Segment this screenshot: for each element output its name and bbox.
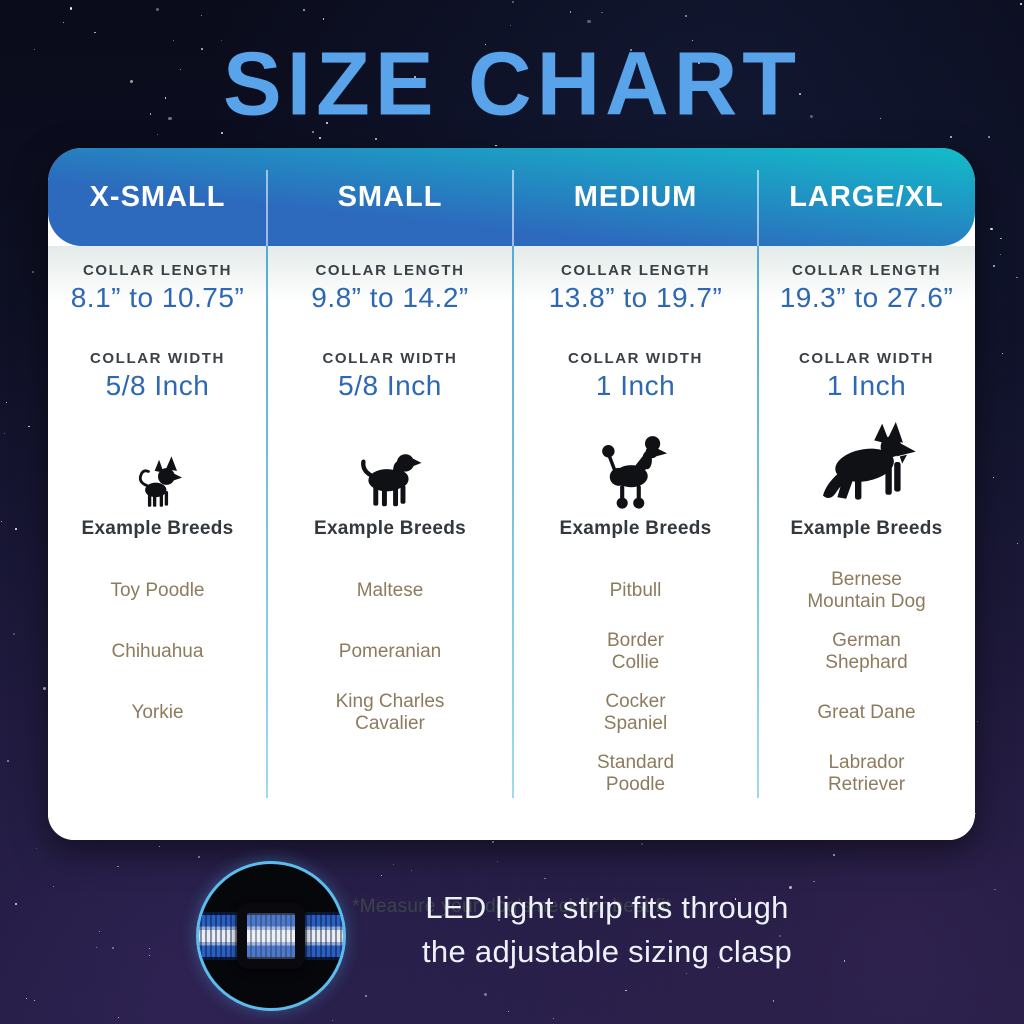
breed-list: Pitbull Border Collie Cocker Spaniel Sta…	[513, 560, 758, 804]
collar-width-value: 1 Inch	[826, 370, 907, 401]
header-divider	[512, 170, 514, 246]
collar-length-value: 9.8” to 14.2”	[311, 282, 469, 313]
breed-item: Maltese	[356, 579, 424, 601]
example-breeds-label: Example Breeds	[559, 518, 712, 539]
chihuahua-icon	[48, 408, 267, 510]
led-caption-line1: LED light strip fits through	[425, 890, 789, 925]
collar-strap-led	[199, 912, 343, 960]
breed-list: Maltese Pomeranian King Charles Cavalier	[267, 560, 513, 743]
breed-item: Chihuahua	[111, 640, 204, 662]
breed-list: Toy Poodle Chihuahua Yorkie	[48, 560, 267, 743]
collar-width-value: 1 Inch	[595, 370, 676, 401]
collar-width-label: COLLAR WIDTH	[567, 350, 703, 367]
header-divider	[266, 170, 268, 246]
cavalier-spaniel-icon	[267, 408, 513, 510]
collar-length-label: COLLAR LENGTH	[82, 262, 233, 279]
column-divider	[266, 246, 268, 798]
size-chart-header: X-SMALL SMALL MEDIUM LARGE/XL	[48, 148, 975, 246]
collar-width-label: COLLAR WIDTH	[89, 350, 225, 367]
collar-width-value: 5/8 Inch	[105, 370, 210, 401]
measure-footnote: *Measure your dog's neck for best fit	[352, 896, 671, 917]
collar-clasp-photo	[196, 861, 346, 1011]
collar-length-value: 19.3” to 27.6”	[779, 282, 954, 313]
example-breeds-label: Example Breeds	[313, 518, 467, 539]
breed-item: Great Dane	[817, 701, 916, 723]
size-chart-body: COLLAR LENGTH 8.1” to 10.75” COLLAR WIDT…	[48, 246, 975, 917]
breed-item: German Shephard	[825, 629, 908, 673]
column-large-xl: COLLAR LENGTH 19.3” to 27.6” COLLAR WIDT…	[758, 246, 975, 840]
collar-width-label: COLLAR WIDTH	[322, 350, 458, 367]
page-title: SIZE CHART	[223, 33, 801, 134]
sizing-clasp	[237, 903, 305, 969]
collar-length-label: COLLAR LENGTH	[315, 262, 465, 279]
breed-item: King Charles Cavalier	[335, 690, 445, 734]
collar-length-value: 8.1” to 10.75”	[70, 282, 245, 313]
breed-list: Bernese Mountain Dog German Shephard Gre…	[758, 560, 975, 804]
collar-length-label: COLLAR LENGTH	[560, 262, 711, 279]
collar-length-label: COLLAR LENGTH	[791, 262, 942, 279]
breed-item: Labrador Retriever	[827, 751, 906, 795]
breed-item: Yorkie	[131, 701, 184, 723]
collar-width-label: COLLAR WIDTH	[798, 350, 934, 367]
collar-width-value: 5/8 Inch	[338, 370, 442, 401]
german-shepherd-icon	[758, 408, 975, 510]
breed-item: Pitbull	[609, 579, 662, 601]
header-divider	[757, 170, 759, 246]
breed-item: Cocker Spaniel	[603, 690, 668, 734]
column-small: COLLAR LENGTH 9.8” to 14.2” COLLAR WIDTH…	[267, 246, 513, 840]
strap-weave-texture	[199, 912, 343, 960]
example-breeds-label: Example Breeds	[81, 518, 234, 539]
breed-item: Toy Poodle	[110, 579, 205, 601]
poodle-icon	[513, 408, 758, 510]
breed-item: Bernese Mountain Dog	[807, 568, 926, 612]
column-medium: COLLAR LENGTH 13.8” to 19.7” COLLAR WIDT…	[513, 246, 758, 840]
column-divider	[757, 246, 759, 798]
column-header-x-small: X-SMALL	[89, 180, 226, 213]
led-caption-line2: the adjustable sizing clasp	[422, 934, 792, 969]
size-chart-card: X-SMALL SMALL MEDIUM LARGE/XL COLLAR LEN…	[48, 148, 975, 917]
led-caption: LED light strip fits through the adjusta…	[368, 886, 846, 974]
breed-item: Pomeranian	[338, 640, 442, 662]
breed-item: Border Collie	[606, 629, 665, 673]
collar-length-value: 13.8” to 19.7”	[548, 282, 723, 313]
example-breeds-label: Example Breeds	[790, 518, 943, 539]
column-header-small: SMALL	[337, 180, 443, 213]
column-header-large-xl: LARGE/XL	[789, 180, 944, 213]
column-x-small: COLLAR LENGTH 8.1” to 10.75” COLLAR WIDT…	[48, 246, 267, 840]
column-header-medium: MEDIUM	[573, 180, 698, 213]
column-divider	[512, 246, 514, 798]
breed-item: Standard Poodle	[596, 751, 675, 795]
